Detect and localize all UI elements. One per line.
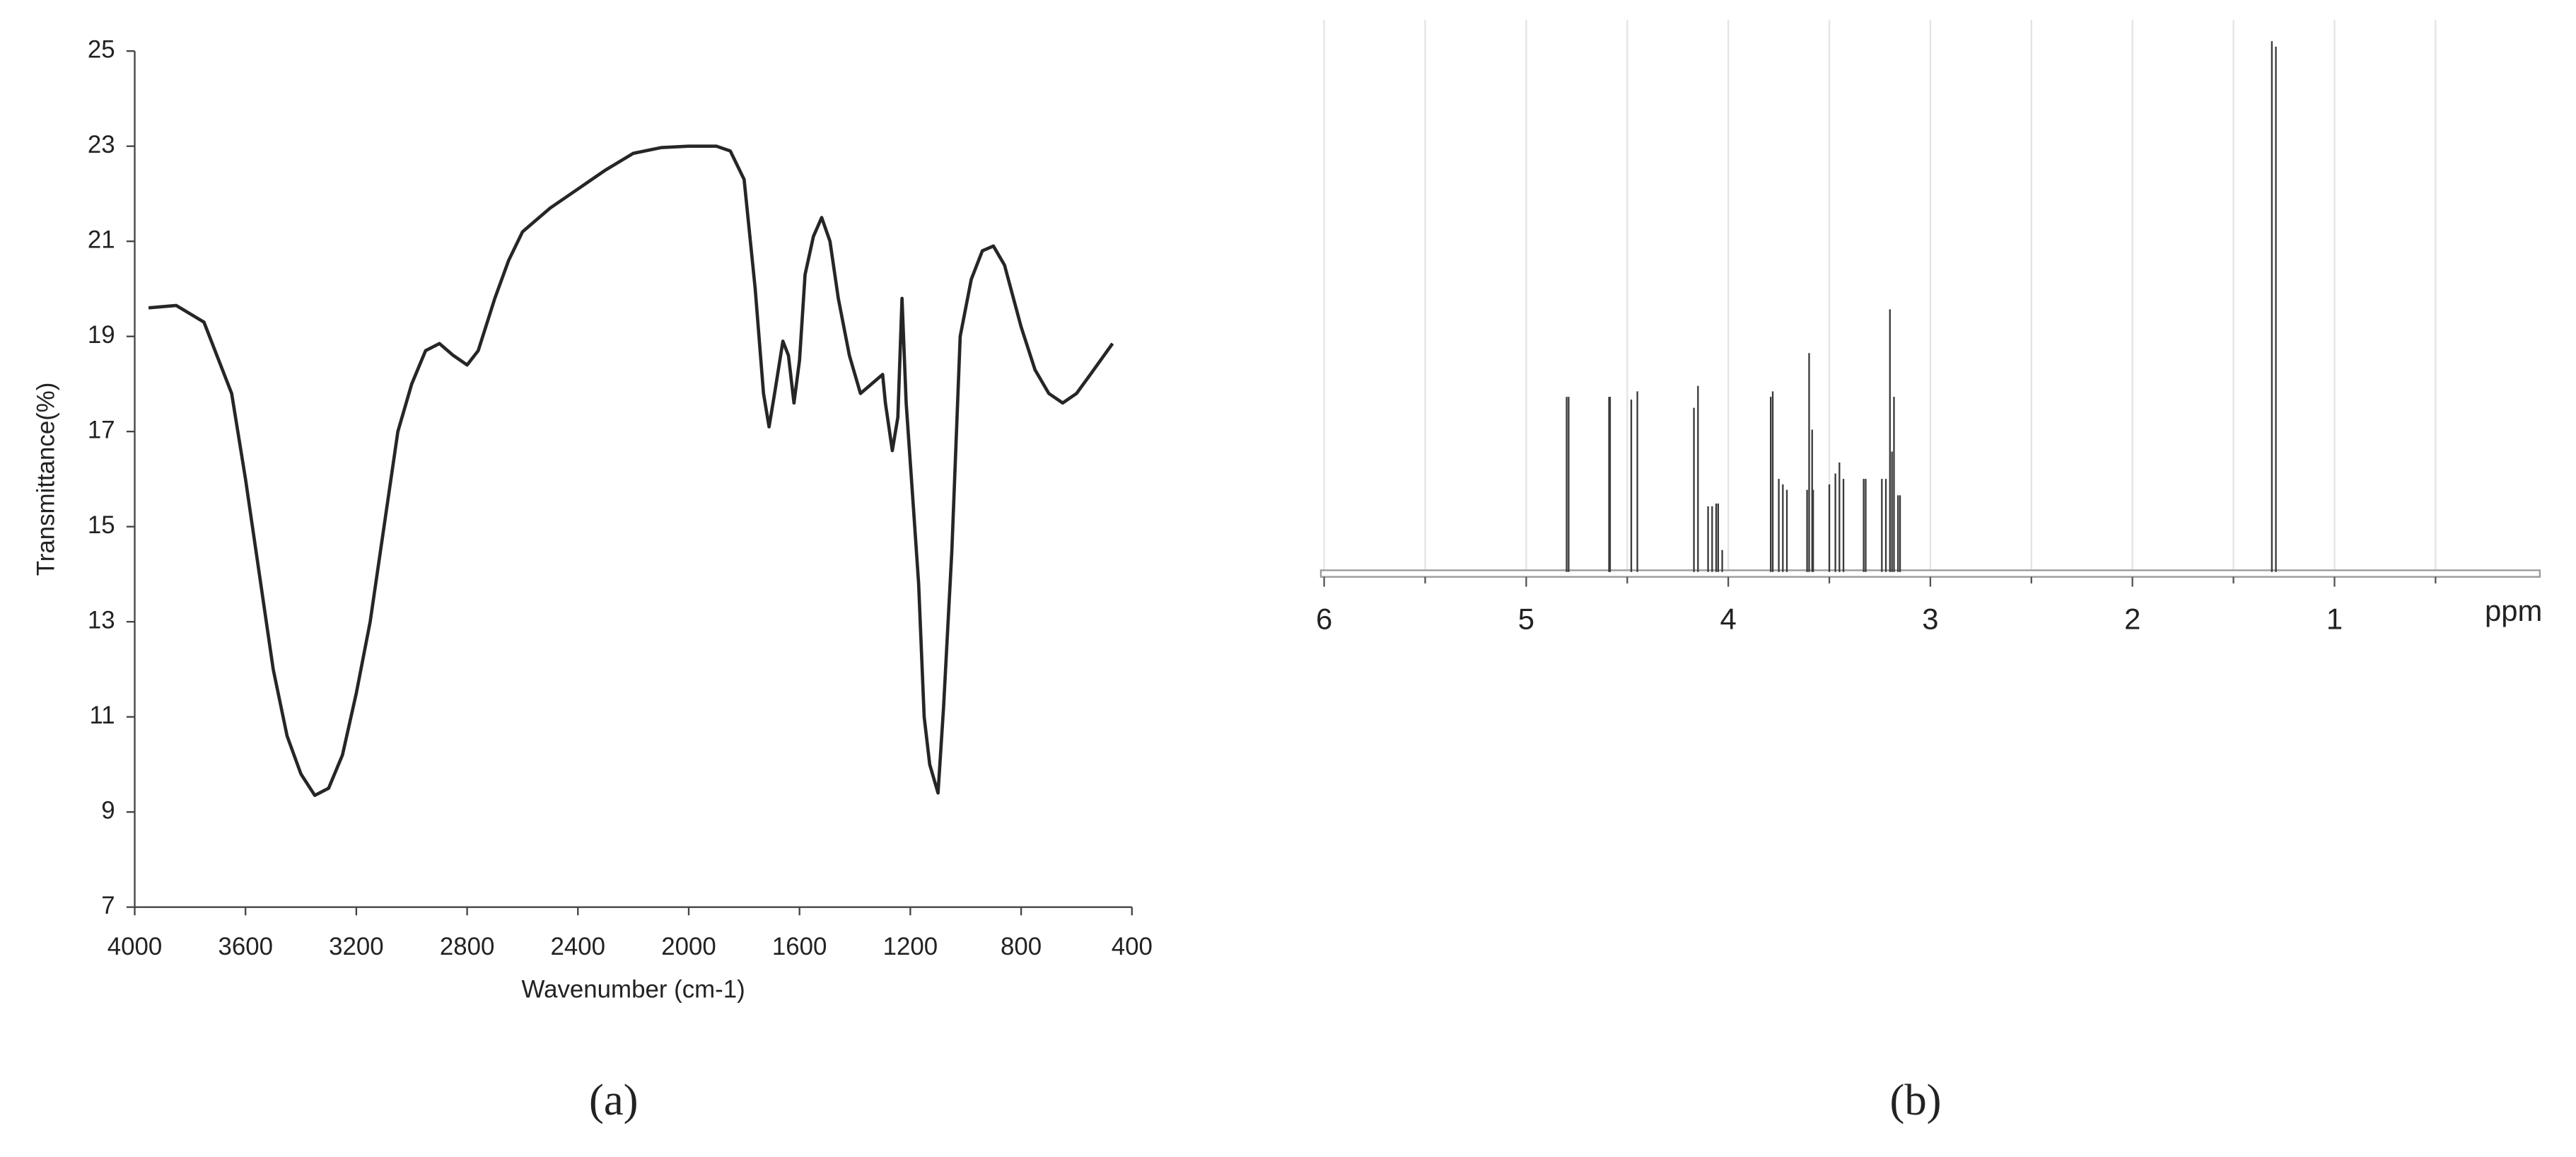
- x-tick-label: 3200: [329, 933, 384, 960]
- y-tick-label: 7: [101, 892, 115, 919]
- x-axis: [1319, 569, 2541, 578]
- caption: (b): [1889, 1075, 1941, 1124]
- y-tick-label: 21: [88, 226, 115, 253]
- x-tick-label: 4000: [107, 933, 163, 960]
- x-axis-label: ppm: [2485, 594, 2542, 627]
- x-tick-label: 3: [1922, 602, 1938, 635]
- y-tick-label: 25: [88, 35, 115, 63]
- y-tick-label: 15: [88, 511, 115, 539]
- y-tick-label: 13: [88, 606, 115, 634]
- spectrum-line: [148, 144, 1114, 797]
- x-tick-label: 5: [1518, 602, 1534, 635]
- x-tick-label: 1200: [883, 933, 938, 960]
- x-tick-label: 6: [1316, 602, 1332, 635]
- y-axis-label: Transmittance(%): [33, 383, 60, 576]
- x-tick-label: 3600: [218, 933, 273, 960]
- x-tick-label: 1: [2326, 602, 2343, 635]
- x-tick-label: 4: [1720, 602, 1737, 635]
- y-tick-label: 17: [88, 416, 115, 443]
- x-tick-label: 1600: [772, 933, 827, 960]
- y-tick-label: 11: [89, 702, 115, 729]
- x-tick-label: 2: [2124, 602, 2140, 635]
- x-tick-label: 2000: [661, 933, 716, 960]
- x-tick-label: 400: [1112, 933, 1153, 960]
- x-tick-label: 2400: [551, 933, 606, 960]
- y-tick-label: 23: [88, 131, 115, 158]
- x-tick-label: 800: [1001, 933, 1042, 960]
- x-tick-label: 2800: [440, 933, 495, 960]
- y-tick-label: 9: [101, 796, 115, 824]
- y-tick-label: 19: [88, 321, 115, 349]
- x-axis-label: Wavenumber (cm-1): [522, 975, 745, 1003]
- caption: (a): [589, 1075, 639, 1124]
